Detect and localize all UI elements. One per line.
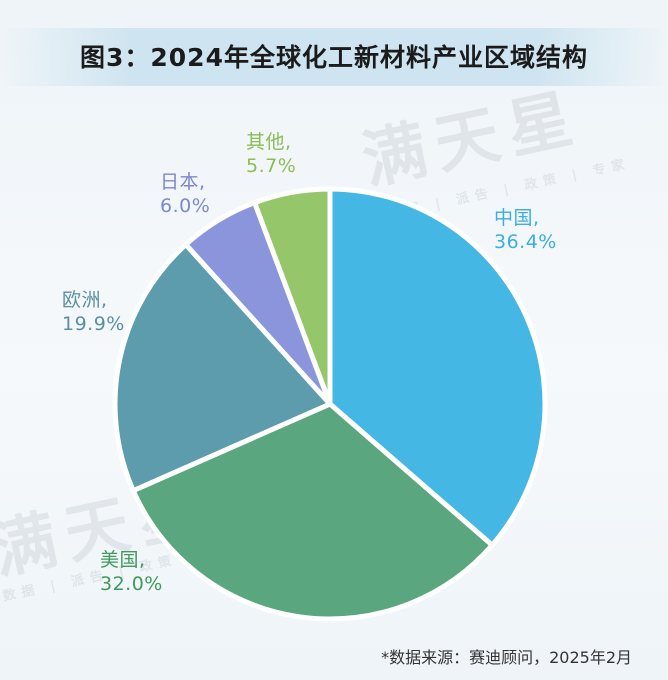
slice-label-name-0: 中国,: [494, 207, 540, 229]
pie-slices: [112, 186, 548, 622]
slice-label-name-2: 欧洲,: [62, 289, 108, 311]
slice-label-name-3: 日本,: [160, 171, 206, 193]
slice-label-2: 欧洲, 19.9%: [62, 288, 125, 336]
pie-slice-4: [252, 186, 333, 407]
slice-label-name-4: 其他,: [246, 131, 292, 153]
data-source: *数据来源：赛迪顾问，2025年2月: [381, 648, 632, 667]
slice-label-value-4: 5.7%: [246, 155, 297, 177]
pie-slice-1: [130, 401, 495, 622]
slice-label-0: 中国, 36.4%: [494, 206, 557, 254]
chart-title: 图3：2024年全球化工新材料产业区域结构: [80, 43, 588, 72]
title-band: [0, 28, 668, 86]
slice-label-1: 美国, 32.0%: [100, 548, 163, 596]
slice-label-3: 日本, 6.0%: [160, 170, 210, 218]
slice-label-value-0: 36.4%: [494, 231, 557, 253]
slice-label-value-2: 19.9%: [62, 313, 125, 335]
slice-label-name-1: 美国,: [100, 549, 146, 571]
pie-slice-0: [327, 186, 548, 548]
pie-slice-2: [112, 242, 333, 494]
slice-label-value-3: 6.0%: [160, 195, 211, 217]
slice-label-value-1: 32.0%: [100, 573, 163, 595]
slice-label-4: 其他, 5.7%: [246, 130, 296, 178]
